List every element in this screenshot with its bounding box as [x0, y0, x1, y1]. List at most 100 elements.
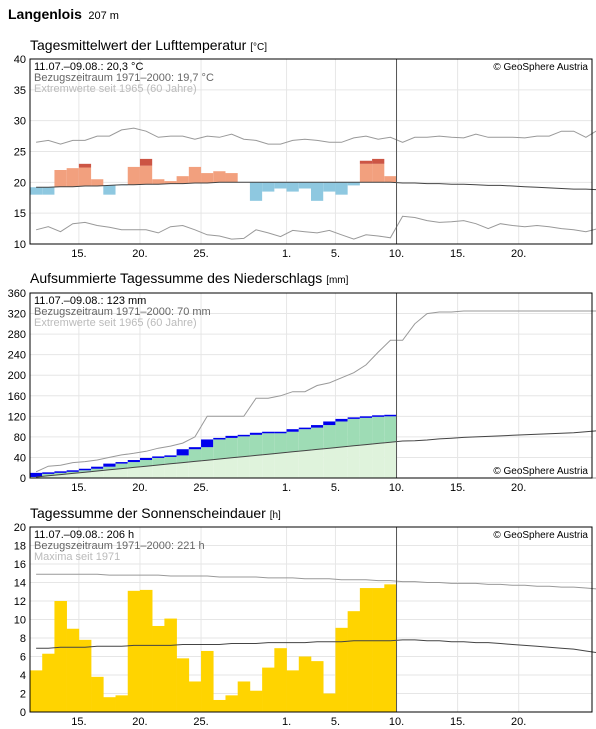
precip-bar-daily-increment — [127, 460, 140, 463]
sun-bar — [176, 658, 190, 712]
precip-copyright: © GeoSphere Austria — [493, 466, 588, 477]
sun-bar — [359, 588, 373, 712]
temp-info-extremes: Extremwerte seit 1965 (60 Jahre) — [34, 83, 197, 95]
precip-bar-below-mean — [103, 469, 116, 478]
sun-bar — [152, 625, 165, 712]
precip-bar-daily-increment — [78, 468, 92, 471]
temp-x-tick-label: 10. — [389, 248, 404, 260]
sun-y-tick-label: 6 — [20, 652, 26, 664]
precip-bar-below-mean — [311, 449, 324, 478]
precip-bar-daily-increment — [262, 431, 275, 434]
temp-info-period: 11.07.–09.08.: 20,3 °C — [34, 61, 143, 73]
precip-chart-title: Aufsummierte Tagessumme des Niederschlag… — [30, 270, 348, 286]
precip-bar-above-mean — [91, 468, 104, 471]
precip-bar-above-mean — [54, 472, 67, 475]
precip-bar-above-mean — [323, 425, 336, 449]
temp-y-tick-label: 15 — [14, 208, 26, 220]
precip-bar-daily-increment — [274, 431, 287, 434]
precip-bar-below-mean — [115, 468, 128, 478]
precip-bar-below-mean — [298, 450, 311, 478]
sun-reference-mean-line — [36, 639, 596, 653]
precip-y-tick-label: 120 — [8, 411, 26, 423]
precip-bar-above-mean — [262, 433, 275, 455]
temp-title-text: Tagesmittelwert der Lufttemperatur — [30, 37, 247, 53]
precip-y-tick-label: 200 — [8, 370, 26, 382]
temp-title-unit: [°C] — [250, 42, 267, 53]
temp-copyright: © GeoSphere Austria — [493, 62, 588, 73]
precip-bar-daily-increment — [152, 456, 165, 458]
precip-bar-below-mean — [127, 467, 140, 478]
temp-extreme-min-line — [35, 215, 596, 240]
precip-y-tick-label: 240 — [8, 350, 26, 362]
temp-bars — [30, 158, 397, 201]
temp-bar-above — [359, 163, 373, 183]
precip-bar-daily-increment — [188, 447, 202, 450]
precip-bar-above-mean — [164, 456, 177, 464]
precip-reference-mean-line — [36, 430, 596, 478]
sun-bars — [30, 584, 397, 712]
sun-max-line — [36, 573, 596, 590]
precip-bar-below-mean — [91, 470, 104, 478]
sun-y-tick-label: 8 — [20, 633, 26, 645]
temp-x-tick-label: 20. — [132, 248, 147, 260]
precip-bar-below-mean — [323, 448, 336, 478]
precip-bars — [30, 414, 397, 478]
temp-reference-mean-line — [36, 181, 596, 191]
precip-bar-below-mean — [188, 461, 202, 478]
sun-y-tick-label: 18 — [14, 541, 26, 553]
temp-x-tick-label: 25. — [193, 248, 208, 260]
precip-bar-above-mean — [188, 449, 202, 462]
station-altitude: 207 m — [88, 10, 119, 22]
temp-bar-above — [213, 171, 226, 183]
precip-bar-daily-increment — [139, 457, 153, 461]
precip-bar-daily-increment — [91, 466, 104, 469]
temp-y-tick-label: 35 — [14, 85, 26, 97]
precip-bar-above-mean — [66, 471, 79, 474]
precip-bar-daily-increment — [249, 432, 263, 435]
precip-bar-below-mean — [286, 451, 299, 478]
precip-bar-above-mean — [213, 439, 226, 459]
sun-y-tick-label: 12 — [14, 596, 26, 608]
precip-bar-above-mean — [237, 436, 250, 457]
precip-bar-below-mean — [152, 464, 165, 478]
sun-bar — [188, 681, 202, 712]
temp-bar-above-extra — [359, 160, 373, 164]
precip-bar-daily-increment — [372, 415, 385, 417]
precip-bar-above-mean — [115, 463, 128, 469]
precip-bar-above-mean — [127, 462, 140, 468]
precip-bar-below-mean — [335, 447, 348, 478]
precip-bar-daily-increment — [201, 439, 214, 448]
temp-y-tick-label: 20 — [14, 177, 26, 189]
precip-y-tick-label: 360 — [8, 288, 26, 300]
precip-bar-above-mean — [139, 460, 153, 467]
temp-x-tick-label: 5. — [331, 248, 340, 260]
precip-x-tick-label: 5. — [331, 482, 340, 494]
precip-bar-below-mean — [164, 463, 177, 478]
temp-bar-below — [262, 182, 275, 192]
temp-x-tick-label: 1. — [282, 248, 291, 260]
precip-bar-daily-increment — [176, 449, 189, 456]
sun-x-tick-label: 15. — [450, 716, 465, 728]
precip-bar-daily-increment — [66, 470, 79, 472]
sun-bar — [298, 656, 312, 712]
temp-bar-above — [372, 163, 385, 183]
sun-bar — [115, 695, 129, 712]
precip-bar-daily-increment — [164, 455, 177, 457]
temp-y-tick-label: 10 — [14, 239, 26, 251]
sun-x-tick-label: 25. — [193, 716, 208, 728]
sun-copyright: © GeoSphere Austria — [493, 530, 588, 541]
precip-frame — [29, 292, 593, 479]
precip-y-tick-label: 160 — [8, 391, 26, 403]
temp-bar-above — [201, 173, 214, 183]
precip-bar-below-mean — [359, 444, 373, 478]
precip-bar-below-mean — [213, 458, 226, 478]
sun-bar — [91, 676, 104, 712]
sun-y-tick-label: 4 — [20, 670, 26, 682]
temp-bar-below — [42, 187, 55, 195]
precip-bar-above-mean — [298, 429, 311, 451]
temp-bar-below — [298, 182, 311, 189]
precip-bar-daily-increment — [42, 472, 55, 474]
temp-bar-above — [66, 168, 79, 187]
